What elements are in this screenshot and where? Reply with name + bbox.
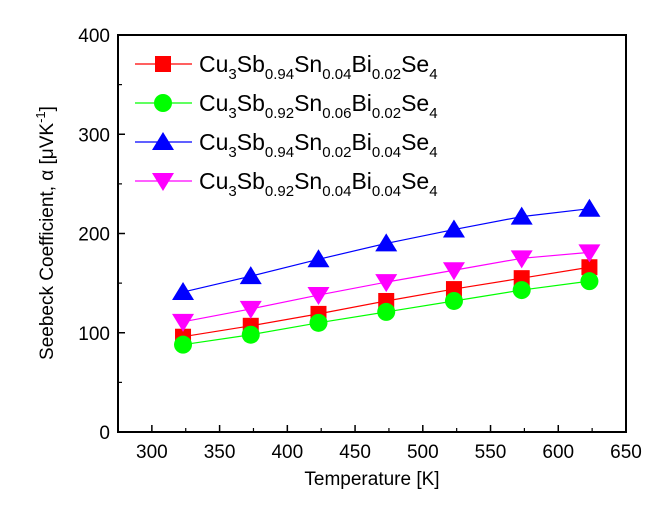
data-point xyxy=(377,302,396,321)
x-tick-label: 450 xyxy=(339,442,371,463)
data-point xyxy=(241,325,260,344)
y-tick-label: 400 xyxy=(78,26,110,47)
y-axis-title-close: ] xyxy=(37,106,58,111)
data-point xyxy=(239,266,262,285)
data-point xyxy=(375,274,398,293)
y-tick-label: 100 xyxy=(78,324,110,345)
data-point xyxy=(581,259,598,276)
series-2 xyxy=(174,272,599,354)
plot-area xyxy=(117,34,627,433)
data-point xyxy=(578,244,601,263)
x-tick-label: 350 xyxy=(204,442,236,463)
plot-frame xyxy=(117,34,627,433)
legend-entry-1: Cu3Sb0.94Sn0.04Bi0.02Se4 xyxy=(135,51,438,83)
y-axis-title-exponent: -1 xyxy=(33,111,48,123)
x-tick-label: 550 xyxy=(475,442,507,463)
y-tick-label: 0 xyxy=(99,423,110,444)
legend-label: Cu3Sb0.94Sn0.02Bi0.04Se4 xyxy=(199,129,438,161)
data-point xyxy=(512,281,531,300)
data-point xyxy=(578,198,601,217)
x-tick-label: 300 xyxy=(136,442,168,463)
legend-marker xyxy=(155,56,171,72)
legend-label: Cu3Sb0.92Sn0.06Bi0.02Se4 xyxy=(199,90,438,122)
series-4 xyxy=(172,244,601,332)
y-tick-label: 200 xyxy=(78,225,110,246)
x-tick-label: 400 xyxy=(271,442,303,463)
x-axis-title: Temperature [K] xyxy=(304,469,439,490)
y-axis-title-main: Seebeck Coefficient, α [μVK xyxy=(37,123,58,360)
y-axis-title: Seebeck Coefficient, α [μVK-1] xyxy=(33,106,58,360)
legend-marker xyxy=(154,94,172,112)
legend-entry-2: Cu3Sb0.92Sn0.06Bi0.02Se4 xyxy=(135,90,438,122)
axis-ticks: 300 350 400 450 500 550 600 650 0 100 200 300 400 xyxy=(78,26,642,463)
series-layer xyxy=(172,198,601,354)
legend-label: Cu3Sb0.94Sn0.04Bi0.02Se4 xyxy=(199,51,438,83)
data-point xyxy=(307,287,330,306)
data-point xyxy=(580,272,599,291)
data-point xyxy=(307,249,330,268)
legend: Cu3Sb0.94Sn0.04Bi0.02Se4 Cu3Sb0.92Sn0.06B… xyxy=(135,51,438,200)
legend-marker xyxy=(152,132,174,150)
data-point xyxy=(172,282,195,301)
data-point xyxy=(510,250,533,269)
data-point xyxy=(442,219,465,238)
series-1 xyxy=(175,259,598,345)
data-point xyxy=(239,300,262,319)
x-tick-label: 500 xyxy=(407,442,439,463)
legend-marker xyxy=(152,173,174,191)
data-point xyxy=(174,335,193,354)
data-point xyxy=(172,313,195,332)
data-point xyxy=(309,313,328,332)
data-point xyxy=(510,206,533,225)
x-tick-label: 650 xyxy=(610,442,642,463)
data-point xyxy=(442,262,465,281)
series-3 xyxy=(172,198,601,301)
legend-label: Cu3Sb0.92Sn0.04Bi0.04Se4 xyxy=(199,168,438,200)
legend-entry-3: Cu3Sb0.94Sn0.02Bi0.04Se4 xyxy=(135,129,438,161)
data-point xyxy=(444,291,463,310)
data-point xyxy=(375,233,398,252)
legend-entry-4: Cu3Sb0.92Sn0.04Bi0.04Se4 xyxy=(135,168,438,200)
x-tick-label: 600 xyxy=(542,442,574,463)
y-tick-label: 300 xyxy=(78,125,110,146)
